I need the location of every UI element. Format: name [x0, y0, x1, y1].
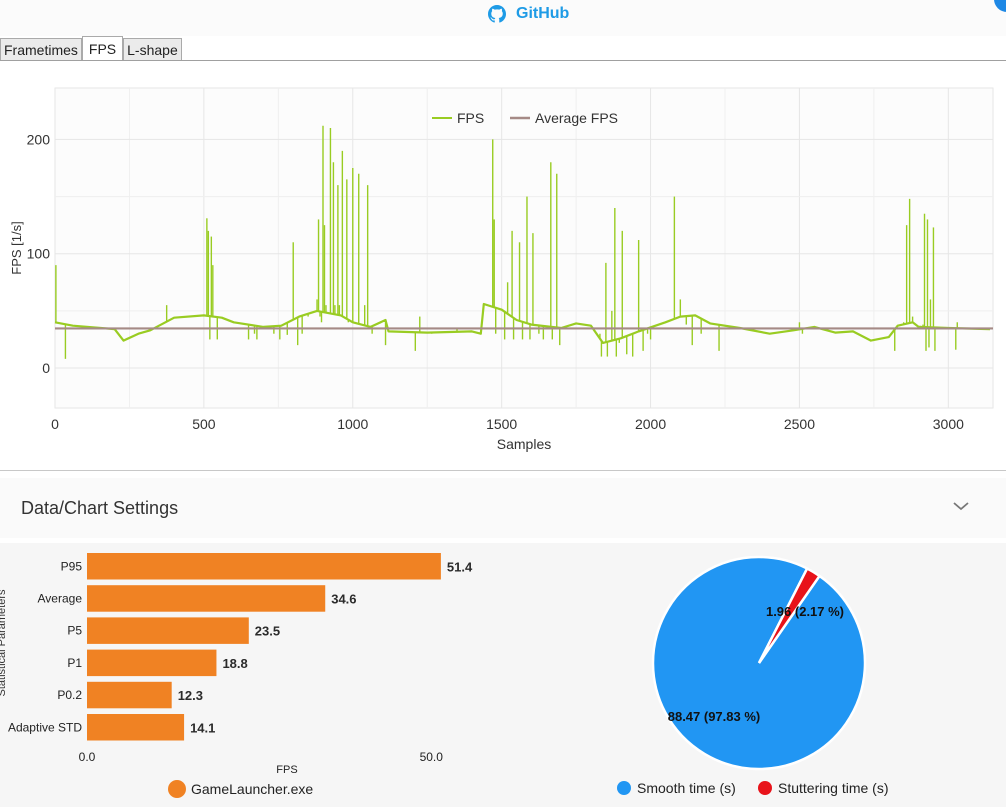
legend-gamelauncher-swatch — [168, 780, 186, 798]
bar — [87, 649, 217, 677]
bar — [87, 617, 249, 644]
legend-average-label: Average FPS — [535, 110, 618, 126]
statistics-bar-chart: P95 51.4 Average 34.6 P5 23.5 P1 18.8 P0.2 12.3 Ad… — [0, 553, 473, 798]
x-axis-title: Samples — [497, 436, 551, 452]
legend-smooth-swatch — [617, 781, 631, 795]
bar-value-label: 12.3 — [178, 688, 203, 703]
legend-stuttering-label: Stuttering time (s) — [778, 780, 888, 796]
github-icon — [488, 5, 506, 23]
bar — [87, 553, 441, 580]
github-label: GitHub — [516, 5, 570, 22]
bar-category-label: P0.2 — [57, 688, 82, 702]
github-link[interactable]: GitHub — [488, 4, 569, 24]
tab-l-shape[interactable]: L-shape — [123, 38, 182, 60]
bar-category-label: P95 — [61, 559, 83, 573]
plot-area — [54, 87, 994, 409]
bar-value-label: 18.8 — [222, 656, 247, 671]
x-tick-label: 2000 — [635, 416, 666, 432]
settings-header[interactable]: Data/Chart Settings — [0, 478, 1006, 538]
bar-value-label: 51.4 — [447, 559, 473, 574]
settings-title: Data/Chart Settings — [21, 498, 179, 518]
y-axis-title: FPS [1/s] — [9, 221, 24, 274]
bar-category-label: Adaptive STD — [8, 720, 82, 734]
x-tick-label: 0 — [51, 416, 59, 432]
x-tick-label: 500 — [192, 416, 216, 432]
pie-label-stuttering: 1.96 (2.17 %) — [766, 604, 844, 619]
corner-button[interactable] — [994, 0, 1006, 12]
fps-series-line — [54, 302, 991, 344]
fps-line-chart: 0 500 1000 1500 2000 2500 3000 0 100 200 Samples FP… — [9, 87, 994, 452]
bar-value-label: 14.1 — [190, 720, 215, 735]
tab-bar: Frametimes FPS L-shape — [0, 36, 182, 61]
tab-divider — [0, 60, 1006, 61]
x-tick-label: 1000 — [337, 416, 368, 432]
bar-value-label: 34.6 — [331, 591, 356, 606]
bar-x-tick-label: 0.0 — [79, 750, 96, 764]
bar — [87, 714, 185, 741]
x-tick-label: 2500 — [784, 416, 815, 432]
bar-y-axis-title: Statistical Parameters — [0, 589, 8, 696]
stutter-pie-chart: 1.96 (2.17 %) 88.47 (97.83 %) Smooth time … — [617, 555, 888, 796]
bar-category-label: P1 — [67, 656, 82, 670]
legend-fps-label: FPS — [457, 110, 484, 126]
y-tick-label: 0 — [42, 360, 50, 376]
tab-fps[interactable]: FPS — [81, 36, 124, 61]
legend-smooth-label: Smooth time (s) — [637, 780, 736, 796]
bar-category-label: P5 — [67, 624, 82, 638]
x-tick-label: 1500 — [486, 416, 517, 432]
pie-label-smooth: 88.47 (97.83 %) — [668, 709, 761, 724]
bar-x-tick-label: 50.0 — [420, 750, 444, 764]
pie-slice-stuttering — [757, 566, 822, 664]
tab-frametimes[interactable]: Frametimes — [0, 38, 82, 60]
legend-gamelauncher-label: GameLauncher.exe — [191, 781, 313, 797]
top-bar: GitHub — [0, 0, 1006, 36]
y-tick-label: 100 — [27, 246, 51, 262]
bar-category-label: Average — [38, 591, 83, 605]
legend-stuttering-swatch — [758, 781, 772, 795]
chevron-down-icon[interactable] — [952, 500, 970, 512]
y-tick-label: 200 — [27, 131, 51, 147]
bar-value-label: 23.5 — [255, 624, 280, 639]
x-tick-label: 3000 — [933, 416, 964, 432]
section-divider — [0, 470, 1006, 471]
bar — [87, 681, 172, 709]
bar — [87, 585, 326, 612]
bar-x-axis-title: FPS — [276, 764, 297, 776]
